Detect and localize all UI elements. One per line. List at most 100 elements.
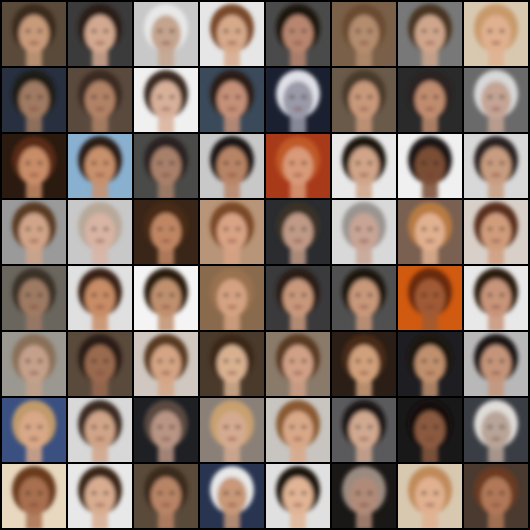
face-thumbnail xyxy=(200,2,264,66)
face-image xyxy=(332,398,396,462)
face-thumbnail xyxy=(464,332,528,396)
face-image xyxy=(200,2,264,66)
face-image xyxy=(68,134,132,198)
face-image xyxy=(200,200,264,264)
face-image xyxy=(68,398,132,462)
face-thumbnail xyxy=(398,134,462,198)
face-thumbnail xyxy=(68,464,132,528)
face-thumbnail xyxy=(200,200,264,264)
face-image xyxy=(398,134,462,198)
face-image xyxy=(68,200,132,264)
face-thumbnail xyxy=(464,68,528,132)
face-thumbnail xyxy=(134,2,198,66)
face-thumbnail xyxy=(200,332,264,396)
face-thumbnail xyxy=(68,398,132,462)
face-image xyxy=(68,332,132,396)
face-image xyxy=(398,2,462,66)
face-image xyxy=(68,68,132,132)
face-thumbnail xyxy=(2,68,66,132)
face-thumbnail xyxy=(464,266,528,330)
face-image xyxy=(266,266,330,330)
face-thumbnail xyxy=(332,2,396,66)
face-image xyxy=(2,68,66,132)
face-image xyxy=(332,266,396,330)
face-image xyxy=(464,134,528,198)
face-thumbnail xyxy=(398,398,462,462)
face-image xyxy=(398,200,462,264)
face-thumbnail xyxy=(68,134,132,198)
face-image xyxy=(332,200,396,264)
face-image xyxy=(68,266,132,330)
face-thumbnail xyxy=(134,266,198,330)
face-image xyxy=(200,398,264,462)
face-image xyxy=(200,266,264,330)
face-thumbnail xyxy=(266,332,330,396)
face-image xyxy=(266,200,330,264)
face-image xyxy=(266,464,330,528)
face-thumbnail xyxy=(398,266,462,330)
face-image xyxy=(266,134,330,198)
face-image xyxy=(464,332,528,396)
face-thumbnail xyxy=(134,332,198,396)
face-image xyxy=(68,2,132,66)
face-thumbnail xyxy=(266,266,330,330)
face-thumbnail xyxy=(134,464,198,528)
face-image xyxy=(266,398,330,462)
face-thumbnail xyxy=(398,2,462,66)
face-thumbnail xyxy=(398,464,462,528)
face-thumbnail xyxy=(464,134,528,198)
face-thumbnail xyxy=(2,266,66,330)
face-image xyxy=(332,464,396,528)
face-image xyxy=(398,266,462,330)
face-image xyxy=(266,68,330,132)
face-thumbnail xyxy=(68,332,132,396)
face-image xyxy=(464,266,528,330)
face-thumbnail xyxy=(266,200,330,264)
face-thumbnail xyxy=(68,266,132,330)
face-image xyxy=(134,332,198,396)
face-thumbnail xyxy=(464,464,528,528)
face-thumbnail xyxy=(266,134,330,198)
face-thumbnail xyxy=(200,266,264,330)
face-thumbnail xyxy=(200,398,264,462)
face-thumbnail xyxy=(332,200,396,264)
face-thumbnail xyxy=(464,398,528,462)
face-thumbnail xyxy=(266,398,330,462)
face-image xyxy=(200,134,264,198)
face-thumbnail xyxy=(68,2,132,66)
face-thumbnail xyxy=(332,266,396,330)
face-image xyxy=(398,464,462,528)
face-thumbnail xyxy=(2,2,66,66)
face-image xyxy=(2,464,66,528)
face-thumbnail xyxy=(134,134,198,198)
face-image xyxy=(134,134,198,198)
face-image xyxy=(134,2,198,66)
face-thumbnail xyxy=(134,398,198,462)
face-image xyxy=(200,332,264,396)
face-thumbnail xyxy=(332,332,396,396)
face-thumbnail xyxy=(68,200,132,264)
face-thumbnail xyxy=(332,134,396,198)
face-thumbnail xyxy=(68,68,132,132)
face-image xyxy=(2,134,66,198)
face-image xyxy=(266,332,330,396)
face-image xyxy=(332,2,396,66)
face-thumbnail xyxy=(200,68,264,132)
face-thumbnail xyxy=(266,464,330,528)
face-image xyxy=(134,68,198,132)
face-image xyxy=(134,266,198,330)
face-image xyxy=(2,332,66,396)
face-image xyxy=(332,134,396,198)
face-image xyxy=(68,464,132,528)
face-image xyxy=(332,332,396,396)
face-image xyxy=(266,2,330,66)
face-image xyxy=(134,398,198,462)
face-image xyxy=(464,398,528,462)
face-thumbnail xyxy=(2,332,66,396)
face-thumbnail xyxy=(398,200,462,264)
face-thumbnail xyxy=(134,200,198,264)
face-thumbnail xyxy=(2,398,66,462)
face-image xyxy=(464,464,528,528)
face-image xyxy=(332,68,396,132)
